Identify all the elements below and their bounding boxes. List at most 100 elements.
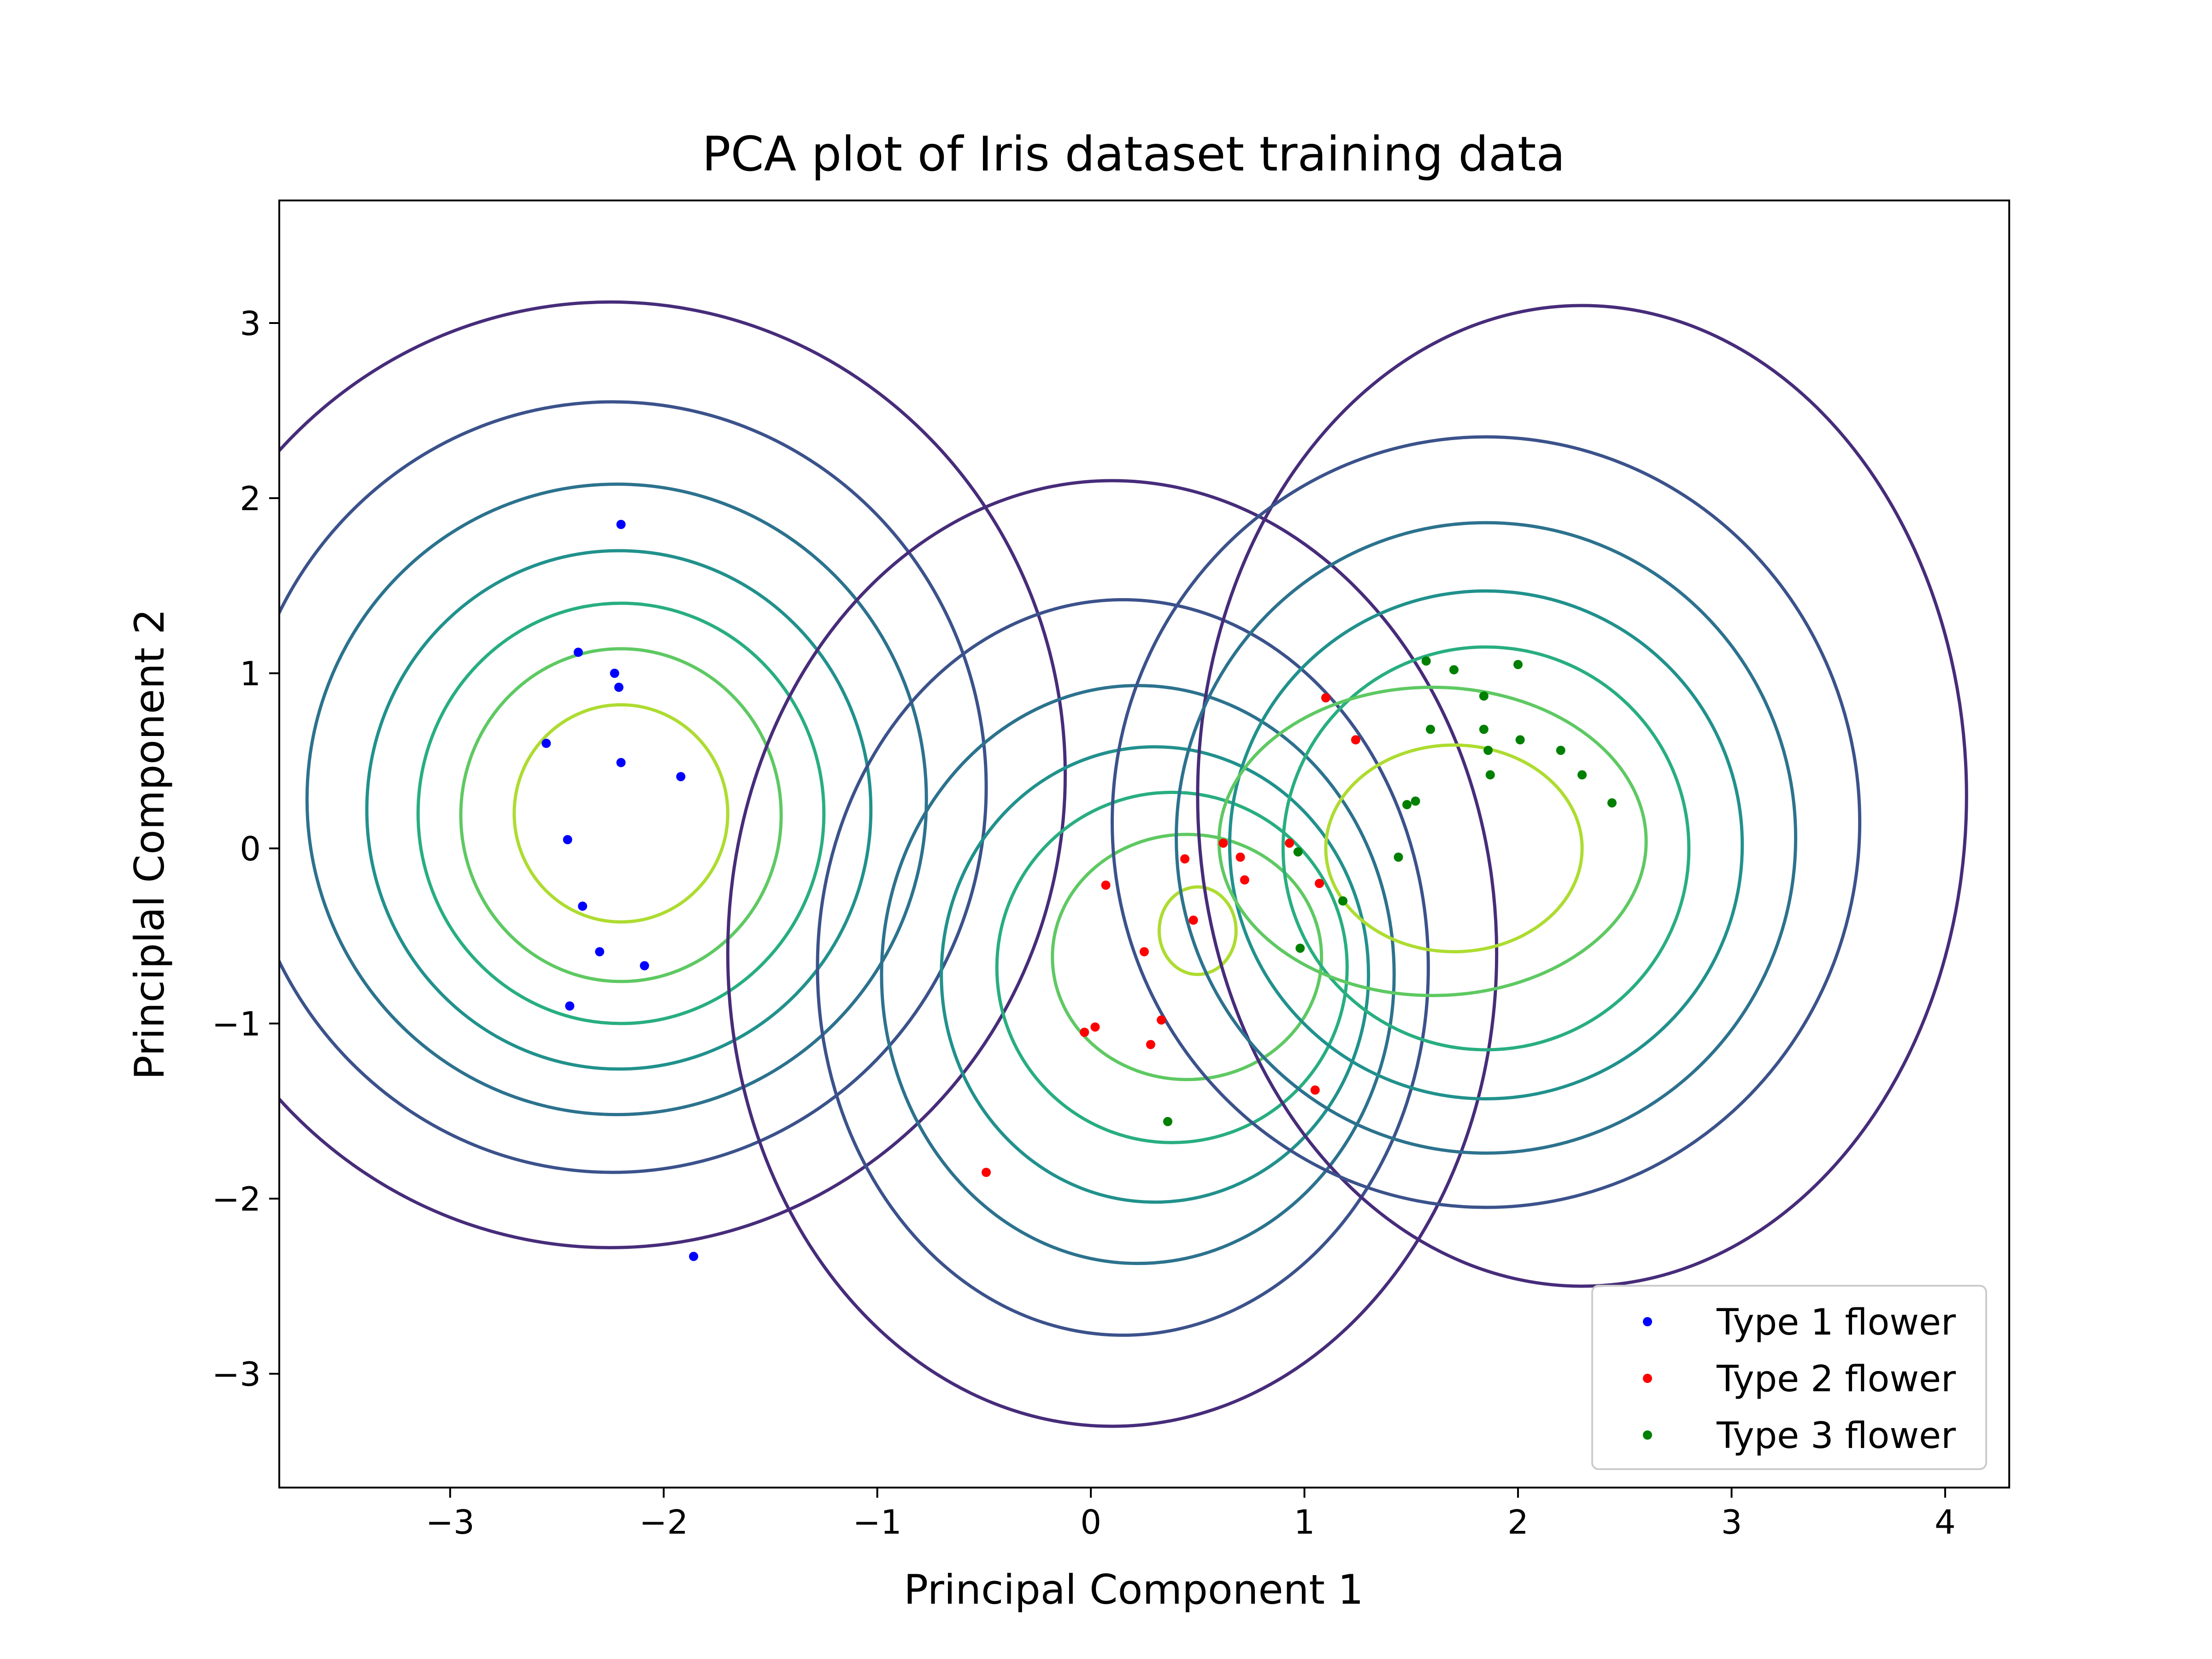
data-point — [1421, 656, 1431, 666]
contour-line-level-7 — [1324, 743, 1584, 953]
y-tick-label: −1 — [212, 1005, 261, 1043]
contour-group-1 — [279, 300, 1067, 1249]
x-tick-label: −2 — [639, 1503, 688, 1541]
contour-line-level-5 — [1281, 645, 1691, 1052]
data-point — [1101, 880, 1111, 890]
data-point — [1479, 724, 1488, 734]
legend: Type 1 flower Type 2 flower Type 3 flower — [1591, 1285, 1987, 1470]
y-tick-label: −3 — [212, 1355, 261, 1394]
contour-line-level-7 — [1157, 885, 1238, 977]
data-point — [573, 647, 583, 657]
data-point — [563, 835, 572, 844]
contour-line-level-6 — [1217, 685, 1648, 997]
data-point — [1515, 735, 1525, 745]
legend-box — [1591, 1285, 1987, 1470]
data-point — [1146, 1040, 1155, 1049]
data-point — [676, 772, 686, 782]
data-point — [1218, 838, 1228, 848]
x-tick-label: 1 — [1294, 1503, 1315, 1541]
contour-line-level-2 — [279, 400, 988, 1174]
data-point — [1285, 838, 1294, 848]
data-point — [565, 1001, 575, 1011]
y-tick-label: −2 — [212, 1180, 261, 1218]
data-point — [1607, 798, 1617, 808]
plot-frame — [278, 200, 2010, 1488]
contour-group-2 — [726, 479, 1499, 1428]
data-point — [541, 739, 551, 748]
series-2-points — [982, 693, 1360, 1177]
data-point — [1479, 691, 1488, 701]
contour-line-level-2 — [1110, 435, 1862, 1209]
contour-line-level-1 — [1196, 304, 1968, 1288]
y-tick-label: 1 — [240, 654, 261, 693]
data-point — [616, 520, 626, 529]
data-point — [1090, 1022, 1100, 1032]
data-point — [1157, 1015, 1166, 1025]
data-point — [1293, 847, 1303, 857]
data-point — [1310, 1085, 1320, 1095]
contour-group-3 — [1110, 304, 1968, 1288]
x-tick-label: 4 — [1935, 1503, 1956, 1541]
legend-marker — [1643, 1430, 1652, 1440]
legend-label: Type 3 flower — [1716, 1415, 1956, 1457]
data-point — [578, 901, 588, 911]
y-axis: −3 −2 −1 0 1 2 3 — [212, 304, 279, 1394]
contour-line-level-4 — [940, 745, 1371, 1204]
data-point — [1411, 796, 1420, 806]
series-1-points — [541, 520, 699, 1261]
chart-title: PCA plot of Iris dataset training data — [702, 127, 1565, 182]
contour-line-level-1 — [279, 300, 1067, 1249]
x-tick-label: 2 — [1507, 1503, 1529, 1541]
contour-line-level-6 — [459, 647, 783, 983]
contour-line-level-1 — [726, 479, 1499, 1428]
data-point — [1577, 770, 1587, 780]
data-point — [1321, 693, 1330, 703]
data-point — [1295, 943, 1305, 953]
contour-line-level-4 — [1228, 589, 1744, 1100]
data-point — [610, 669, 619, 678]
x-tick-label: −1 — [853, 1503, 902, 1541]
data-point — [1402, 800, 1412, 809]
data-point — [1235, 853, 1245, 862]
contour-line-level-6 — [1051, 833, 1324, 1082]
x-tick-label: −3 — [426, 1503, 475, 1541]
contour-line-level-3 — [305, 482, 928, 1117]
contour-line-level-2 — [816, 598, 1430, 1337]
data-point — [1140, 947, 1149, 957]
x-axis-label: Principal Component 1 — [904, 1566, 1364, 1613]
contour-line-level-4 — [365, 549, 873, 1071]
legend-marker — [1643, 1317, 1652, 1326]
contour-line-level-5 — [416, 601, 826, 1025]
scatter-points — [541, 520, 1617, 1261]
data-point — [616, 758, 626, 767]
data-point — [1351, 735, 1360, 745]
x-tick-label: 0 — [1080, 1503, 1101, 1541]
data-point — [982, 1168, 991, 1177]
y-axis-label: Principlal Component 2 — [126, 609, 173, 1080]
data-point — [1240, 875, 1249, 885]
data-point — [1163, 1117, 1172, 1126]
data-point — [689, 1252, 699, 1261]
data-point — [1483, 746, 1493, 755]
data-point — [1315, 879, 1324, 888]
legend-label: Type 1 flower — [1716, 1302, 1956, 1343]
data-point — [1513, 660, 1523, 669]
data-point — [1338, 896, 1348, 906]
x-tick-label: 3 — [1721, 1503, 1742, 1541]
legend-label: Type 2 flower — [1716, 1359, 1956, 1400]
data-point — [1449, 665, 1459, 675]
data-point — [614, 682, 624, 692]
data-point — [1080, 1028, 1089, 1037]
contour-line-level-3 — [1175, 521, 1798, 1155]
series-3-points — [1163, 656, 1617, 1126]
y-tick-label: 3 — [240, 304, 261, 343]
density-contours — [279, 300, 1968, 1428]
y-tick-label: 0 — [240, 830, 261, 868]
data-point — [1426, 724, 1435, 734]
contour-line-level-5 — [995, 790, 1349, 1144]
y-tick-label: 2 — [240, 479, 261, 518]
data-point — [640, 961, 649, 971]
data-point — [1556, 746, 1565, 755]
x-axis: −3 −2 −1 0 1 2 3 4 — [426, 1488, 1956, 1541]
